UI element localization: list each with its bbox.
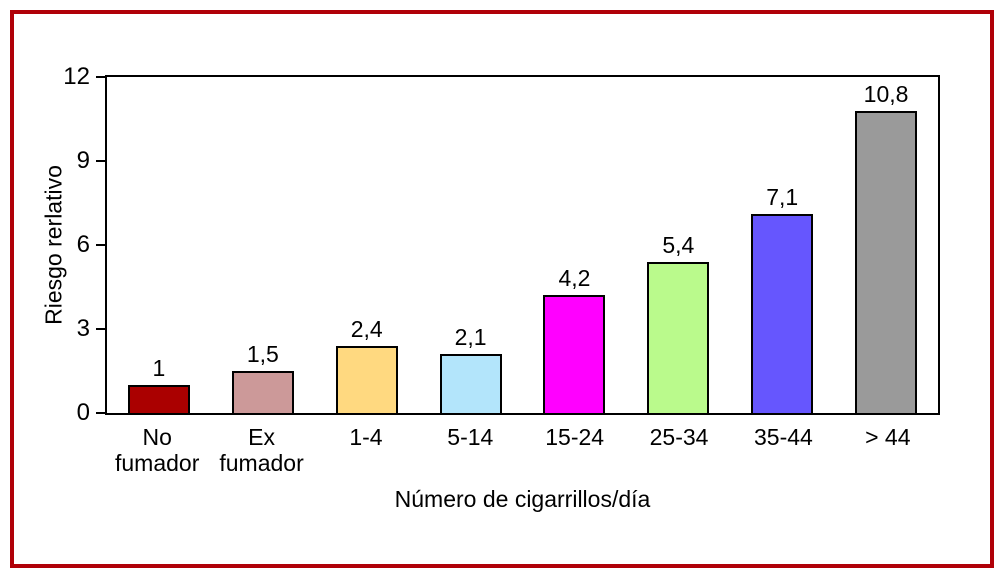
bar [335, 345, 398, 413]
bar [439, 354, 502, 413]
y-tick-mark [96, 244, 105, 246]
bar-slot: 4,2 [523, 77, 627, 413]
y-tick-label: 0 [76, 399, 90, 426]
bar-slot: 2,4 [315, 77, 419, 413]
bars-container: 1 1,5 2,4 2,1 4,2 5,4 7,1 10,8 [107, 77, 938, 413]
bar [127, 385, 190, 413]
y-tick-label: 9 [76, 147, 90, 174]
bar-slot: 10,8 [834, 77, 938, 413]
bar [543, 295, 606, 413]
bar-value-label: 10,8 [863, 80, 909, 107]
bar [855, 110, 918, 413]
bar [231, 371, 294, 413]
y-tick-label: 12 [63, 63, 90, 90]
x-category-label: 25-34 [649, 424, 709, 450]
x-category-label: 5-14 [447, 424, 494, 450]
x-category-label: 15-24 [545, 424, 605, 450]
x-category-label: > 44 [865, 424, 911, 450]
bar-slot: 5,4 [626, 77, 730, 413]
y-tick-mark [96, 76, 105, 78]
bar [647, 261, 710, 413]
bar-value-label: 5,4 [662, 231, 695, 258]
bar-value-label: 2,4 [350, 315, 383, 342]
x-axis-title: Número de cigarrillos/día [394, 486, 651, 512]
y-tick-mark [96, 412, 105, 414]
bar-value-label: 2,1 [454, 324, 487, 351]
y-tick-mark [96, 328, 105, 330]
x-category-label: No fumador [115, 424, 200, 476]
bar-value-label: 4,2 [558, 265, 591, 292]
bar-slot: 2,1 [419, 77, 523, 413]
bar-slot: 1 [107, 77, 211, 413]
x-category-label: Ex fumador [219, 424, 304, 476]
y-tick-label: 6 [76, 231, 90, 258]
bar-value-label: 1,5 [246, 341, 279, 367]
y-tick-label: 3 [76, 315, 90, 342]
plot-area: 1 1,5 2,4 2,1 4,2 5,4 7,1 10,8 [105, 75, 940, 415]
bar-value-label: 1 [152, 355, 166, 381]
x-category-label: 1-4 [349, 424, 383, 450]
bar-slot: 7,1 [730, 77, 834, 413]
x-category-label: 35-44 [754, 424, 813, 450]
x-axis-category-labels: No fumador Ex fumador 1-4 5-14 15-24 25-34 35-… [105, 424, 940, 476]
bar [751, 214, 814, 413]
bar-slot: 1,5 [211, 77, 315, 413]
y-tick-mark [96, 160, 105, 162]
bar-value-label: 7,1 [766, 184, 799, 211]
